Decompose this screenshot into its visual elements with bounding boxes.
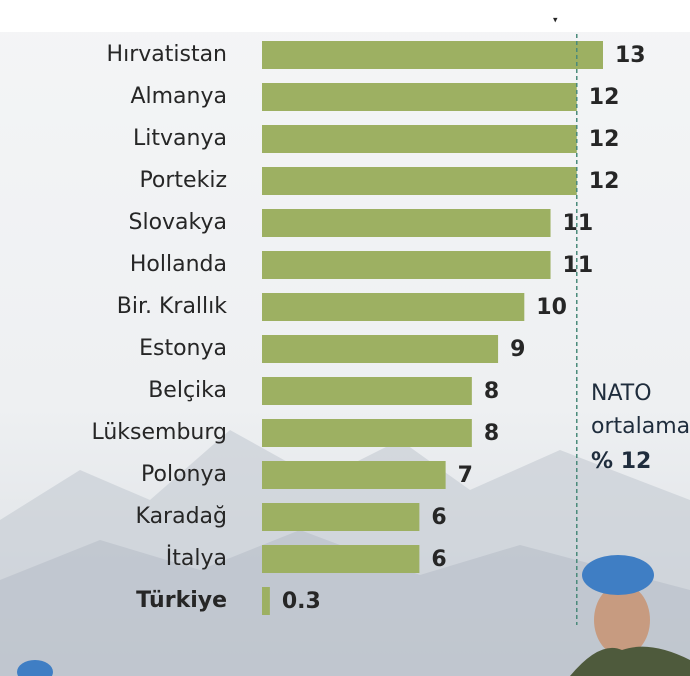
value-label: 11 [563, 253, 594, 278]
category-label: Portekiz [139, 168, 227, 193]
bar [262, 251, 551, 279]
category-label: Türkiye [136, 588, 227, 613]
bar [262, 587, 270, 615]
bar [262, 83, 577, 111]
value-label: 12 [589, 85, 620, 110]
category-label: Hollanda [130, 252, 227, 277]
mountain [0, 530, 690, 676]
bar [262, 461, 446, 489]
bar [262, 503, 420, 531]
reference-label: % 12 [591, 449, 651, 474]
bar [262, 125, 577, 153]
value-label: 6 [431, 547, 446, 572]
dropdown-icon: ▾ [553, 16, 558, 26]
reference-text: NATO [591, 381, 652, 406]
category-label: Litvanya [133, 126, 227, 151]
value-label: 9 [510, 337, 525, 362]
bar [262, 545, 420, 573]
person [594, 584, 650, 656]
category-label: Estonya [139, 336, 227, 361]
bar [262, 335, 499, 363]
category-label: Karadağ [136, 504, 227, 529]
category-label: Belçika [148, 378, 227, 403]
category-label: Polonya [141, 462, 227, 487]
bar [262, 209, 551, 237]
value-label: 12 [589, 169, 620, 194]
category-label: Almanya [130, 84, 227, 109]
value-label: 10 [536, 295, 567, 320]
value-label: 0.3 [282, 589, 321, 614]
uniform [570, 646, 690, 676]
value-label: 8 [484, 379, 499, 404]
value-label: 12 [589, 127, 620, 152]
bar [262, 377, 472, 405]
category-label: Hırvatistan [107, 42, 227, 67]
bar [262, 167, 577, 195]
beret [582, 555, 654, 595]
beret [17, 660, 53, 676]
value-label: 11 [563, 211, 594, 236]
category-label: Lüksemburg [91, 420, 227, 445]
reference-text: ortalaması [591, 414, 690, 439]
value-label: 8 [484, 421, 499, 446]
category-label: Bir. Krallık [117, 294, 228, 319]
value-label: 13 [615, 43, 646, 68]
value-label: 7 [458, 463, 473, 488]
category-label: İtalya [166, 545, 227, 571]
bar [262, 41, 603, 69]
bar [262, 419, 472, 447]
category-label: Slovakya [129, 210, 228, 235]
top-strip [0, 0, 690, 32]
value-label: 6 [431, 505, 446, 530]
bar [262, 293, 525, 321]
